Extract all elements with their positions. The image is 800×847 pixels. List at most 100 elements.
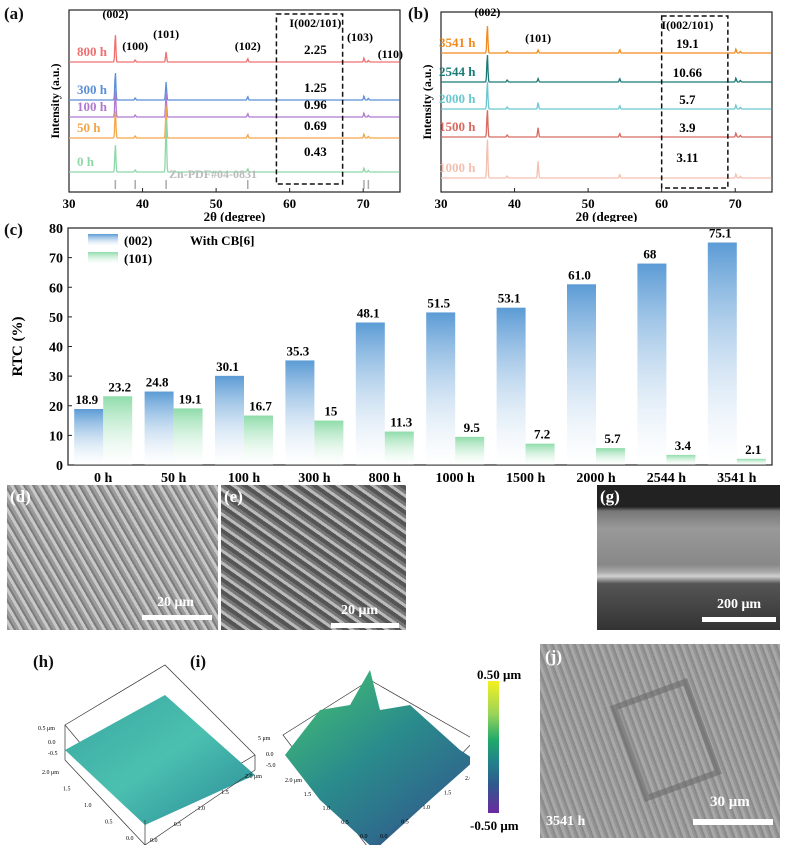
x-tick-label: 2000 h: [576, 471, 616, 483]
y-tick-label: 10: [49, 429, 63, 444]
peak-label: (102): [235, 39, 261, 53]
bar-101: [596, 448, 625, 465]
scale-bar: [510, 617, 588, 622]
axis-tick: 2.0 μm: [245, 774, 262, 780]
trace-label: 1000 h: [439, 160, 476, 175]
colorbar-min-label: -0.50 μm: [470, 818, 519, 833]
data-label: 5.7: [604, 431, 621, 446]
data-label: 51.5: [427, 295, 450, 310]
bar-101: [314, 420, 344, 465]
data-label: 75.1: [709, 226, 732, 241]
bar-002: [496, 307, 526, 465]
x-tick-label: 60: [655, 196, 668, 211]
panel-label-e: (e): [224, 487, 243, 506]
xrd-trace: [69, 119, 400, 173]
y-tick-label: 40: [49, 341, 63, 356]
axis-tick: 1.0: [323, 806, 331, 812]
ratio-value: 19.1: [676, 36, 699, 51]
scale-bar-label: 200 μm: [525, 597, 570, 612]
data-label: 24.8: [146, 375, 169, 390]
bar-002: [355, 322, 385, 465]
x-tick-label: 30: [435, 196, 448, 211]
trace-label: 1500 h: [439, 119, 476, 134]
legend-label: (101): [124, 251, 152, 266]
scale-bar-label: 30 μm: [710, 794, 750, 810]
data-label: 18.9: [75, 392, 98, 407]
y-tick-label: 20: [49, 400, 63, 415]
bar-101: [384, 431, 414, 465]
dashed-box: [660, 15, 729, 189]
data-label: 19.1: [179, 391, 202, 406]
z-tick: 0.0: [266, 752, 274, 758]
axis-tick: 0.5: [105, 820, 113, 826]
y-tick-label: 80: [49, 222, 63, 237]
peak-label: (103): [347, 30, 373, 44]
y-tick-label: 70: [49, 252, 63, 267]
panel-label-b: (b): [408, 4, 429, 23]
z-tick: 0.0: [48, 740, 56, 746]
data-label: 35.3: [287, 343, 310, 358]
axis-tick: 1.5: [221, 790, 229, 796]
axis-tick: 1.0: [198, 806, 206, 812]
x-tick-label: 3541 h: [717, 471, 757, 483]
axis-tick: 1.5: [304, 792, 312, 798]
axis-tick: 0.0: [380, 834, 388, 840]
x-tick-label: 0 h: [94, 471, 113, 483]
axis-tick: 0.5: [401, 820, 409, 826]
colorbar-max-label: 0.50 μm: [477, 667, 522, 682]
annotation: With CB[6]: [190, 233, 254, 248]
panel-label-i: (i): [190, 652, 207, 671]
panel-label-c: (c): [4, 220, 23, 239]
sem-image-g: (g) 200 μm: [597, 485, 780, 630]
axis-tick: 2.0 μm: [465, 776, 470, 782]
axis-tick: 0.0: [126, 836, 134, 842]
ratio-value: 0.43: [304, 144, 327, 159]
xrd-trace: [441, 139, 772, 179]
x-tick-label: 50: [582, 196, 595, 211]
ratio-value: 1.25: [304, 80, 327, 95]
peak-label: (002): [102, 7, 128, 21]
axis-tick: 0.0: [150, 838, 158, 844]
ratio-value: 10.66: [673, 65, 703, 80]
scale-bar-label: 200 μm: [717, 597, 762, 612]
panel-label-d: (d): [10, 487, 31, 506]
plot-frame: [440, 11, 773, 193]
peak-label: (101): [525, 31, 551, 45]
axis-tick: 1.0: [423, 805, 431, 811]
ratio-value: 3.11: [676, 150, 698, 165]
data-label: 16.7: [249, 399, 272, 414]
x-tick-label: 100 h: [228, 471, 261, 483]
legend-label: (002): [124, 233, 152, 248]
x-tick-label: 70: [357, 196, 370, 211]
panel-label-j: (j): [545, 647, 562, 666]
axis-tick: 1.5: [63, 787, 71, 793]
bar-101: [525, 443, 555, 465]
peak-label: (101): [153, 27, 179, 41]
scale-bar-label: 20 μm: [341, 603, 379, 618]
afm-3d-surface-i: 5 μm 0.0 -5.0 0.0 0.5 1.0 1.5 2.0 μm 0.0 0.5 1.…: [258, 670, 470, 845]
legend-swatch: [88, 252, 118, 264]
scale-bar: [702, 617, 776, 622]
trace-label: 0 h: [77, 154, 95, 169]
y-axis-label: Intensity (a.u.): [420, 64, 434, 139]
axis-tick: 2.0 μm: [42, 770, 59, 776]
scale-bar: [142, 615, 212, 620]
data-label: 9.5: [464, 420, 481, 435]
xrd-chart-b: 30 40 50 60 70 2θ (degree) Intensity (a.u.) 354…: [420, 5, 773, 222]
sem-image-f: (f) 200 μm: [410, 485, 595, 630]
z-tick: 5 μm: [258, 736, 271, 742]
axis-tick: 1.5: [444, 791, 452, 797]
axis-tick: 1.0: [84, 803, 92, 809]
dashed-box: [275, 13, 344, 185]
xrd-trace: [69, 105, 400, 139]
z-tick: -0.5: [48, 751, 58, 757]
peak-label: (100): [122, 39, 148, 53]
axis-tick: 2.0 μm: [285, 778, 302, 784]
peak-label: (110): [378, 47, 403, 61]
ratio-value: 3.9: [679, 120, 696, 135]
panel-label-g: (g): [600, 487, 620, 506]
afm-surface: [65, 695, 255, 825]
plot-frame: [68, 9, 401, 193]
y-tick-label: 60: [49, 281, 63, 296]
xrd-trace: [69, 35, 400, 63]
